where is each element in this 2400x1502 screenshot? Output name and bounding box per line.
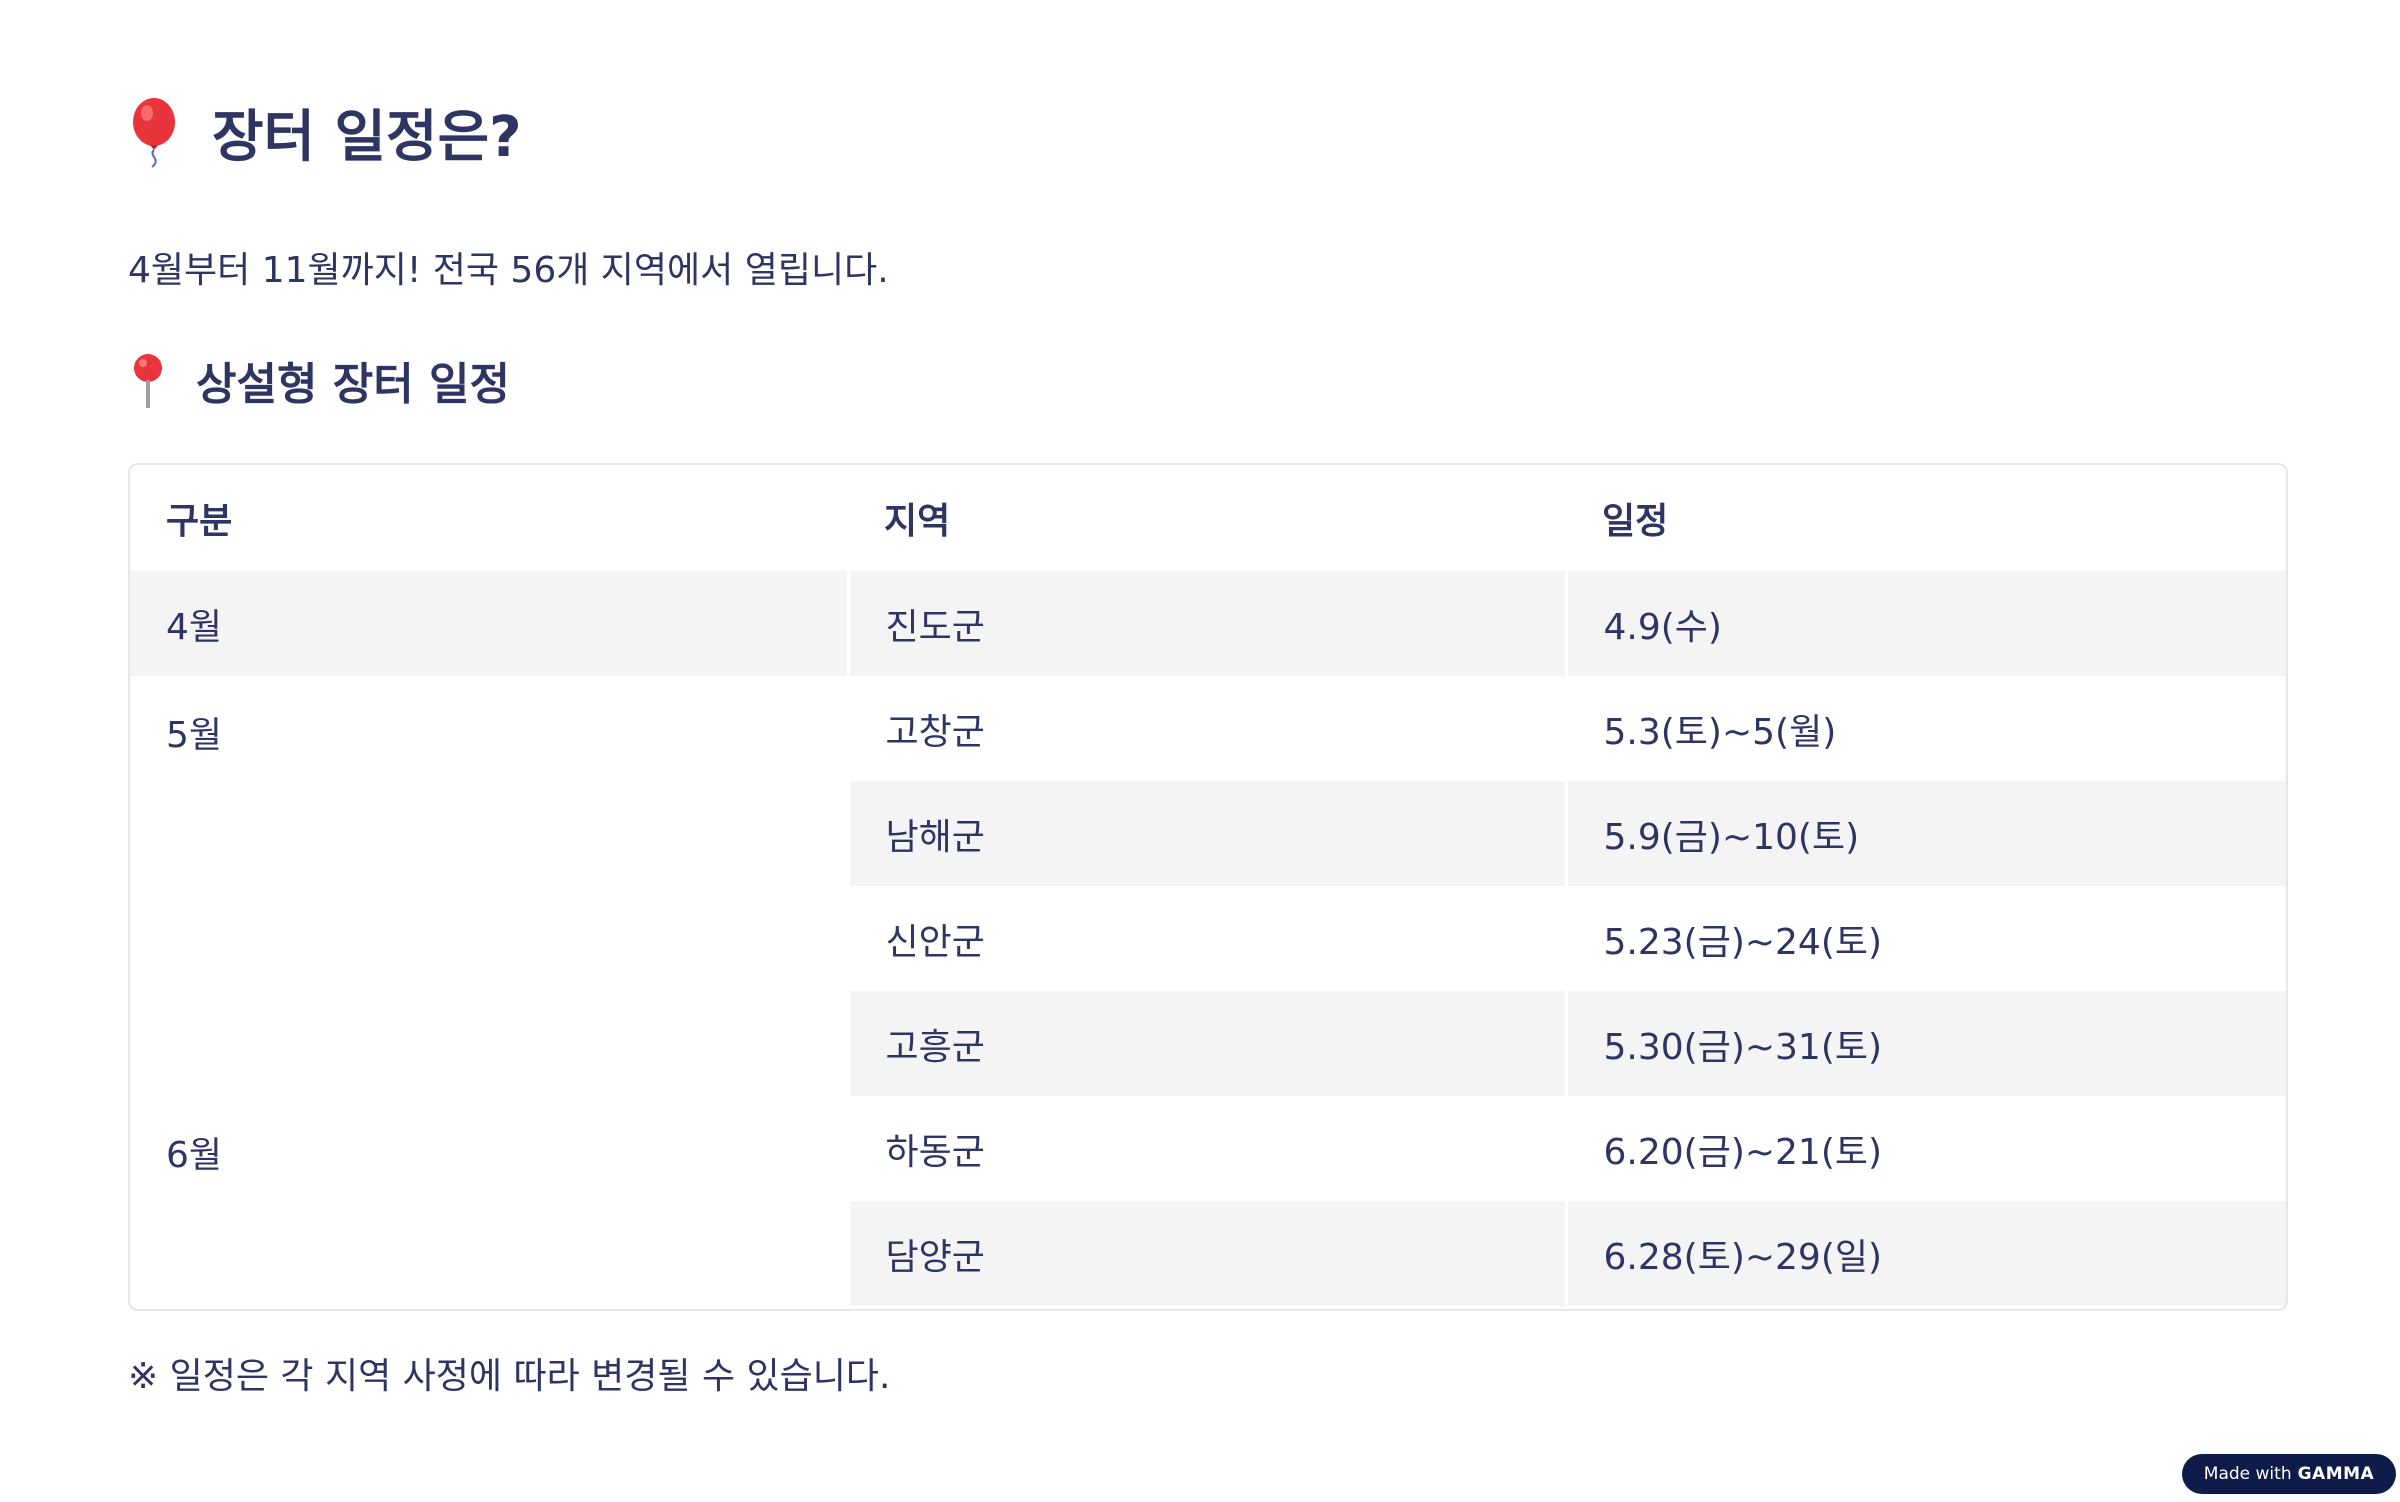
table-row: 5월 고창군 5.3(토)~5(월): [130, 676, 2286, 1096]
pin-icon: [134, 354, 162, 408]
badge-prefix: Made with: [2203, 1464, 2292, 1484]
column-header-region: 지역: [848, 465, 1566, 571]
date-cell: 5.3(토)~5(월): [1564, 676, 2286, 781]
region-cell: 신안군: [846, 886, 1566, 991]
table-row: 4월 진도군 4.9(수): [130, 571, 2286, 676]
column-header-category: 구분: [130, 465, 848, 571]
page-title: 장터 일정은?: [128, 92, 522, 172]
table-row: 담양군 6.28(토)~29(일): [130, 1201, 2286, 1306]
table-row: 6월 하동군 6.20(금)~21(토): [130, 1096, 2286, 1306]
date-cell: 5.30(금)~31(토): [1564, 991, 2286, 1096]
region-cell: 고흥군: [846, 991, 1566, 1096]
page-subtitle: 4월부터 11월까지! 전국 56개 지역에서 열립니다.: [128, 250, 889, 291]
month-cell: 4월: [130, 571, 848, 676]
made-with-gamma-badge[interactable]: Made with GAMMA: [2182, 1454, 2396, 1494]
date-cell: 5.9(금)~10(토): [1564, 781, 2286, 886]
date-cell: 6.28(토)~29(일): [1564, 1201, 2286, 1306]
section-title-text: 상설형 장터 일정: [196, 359, 510, 410]
region-cell: 고창군: [846, 676, 1566, 781]
date-cell: 5.23(금)~24(토): [1564, 886, 2286, 991]
date-cell: 4.9(수): [1564, 571, 2286, 676]
table-row: 고흥군 5.30(금)~31(토): [130, 991, 2286, 1096]
month-cell: 5월: [130, 676, 848, 1096]
month-cell: 6월: [130, 1096, 848, 1306]
gamma-logo-text: GAMMA: [2297, 1464, 2375, 1484]
page-title-text: 장터 일정은?: [212, 104, 522, 170]
region-cell: 남해군: [846, 781, 1566, 886]
schedule-note: ※ 일정은 각 지역 사정에 따라 변경될 수 있습니다.: [128, 1356, 891, 1397]
region-cell: 담양군: [846, 1201, 1566, 1306]
schedule-table: 구분 지역 일정 4월 진도군 4.9(수) 5월 고창군 5.3(토)~5(월…: [128, 463, 2288, 1311]
date-cell: 6.20(금)~21(토): [1564, 1096, 2286, 1201]
column-header-date: 일정: [1566, 465, 2286, 571]
table-row: 남해군 5.9(금)~10(토): [130, 781, 2286, 886]
section-title: 상설형 장터 일정: [128, 348, 510, 412]
region-cell: 하동군: [846, 1096, 1566, 1201]
table-header-row: 구분 지역 일정: [130, 465, 2286, 571]
balloon-icon: [133, 98, 175, 168]
region-cell: 진도군: [846, 571, 1566, 676]
table-row: 신안군 5.23(금)~24(토): [130, 886, 2286, 991]
